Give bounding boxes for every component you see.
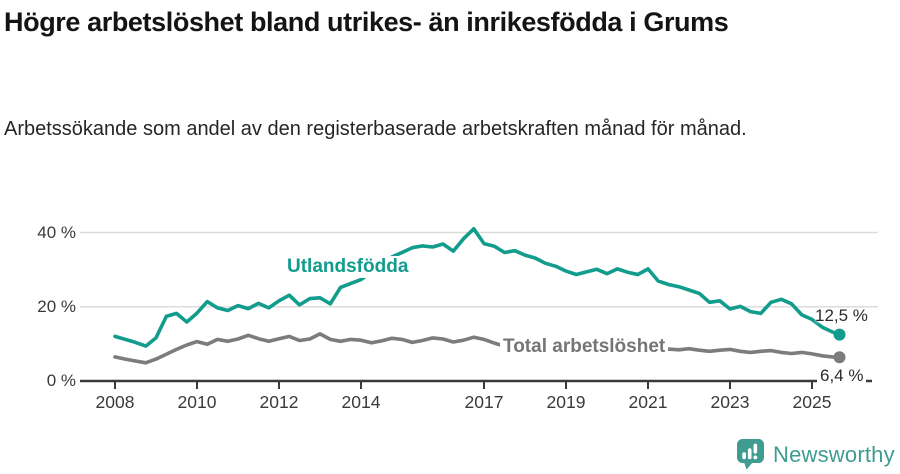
series-label-total-arbetsloshet: Total arbetslöshet	[500, 336, 669, 358]
chart-title: Högre arbetslöshet bland utrikes- än inr…	[4, 7, 729, 37]
newsworthy-logo: Newsworthy	[736, 438, 895, 471]
x-axis-label: 2025	[792, 392, 832, 412]
y-axis-label: 0 %	[46, 371, 76, 390]
x-axis-label: 2023	[710, 392, 750, 412]
newsworthy-bar-chart-bubble-icon	[737, 439, 764, 470]
x-axis-label: 2014	[341, 392, 381, 412]
x-axis-label: 2012	[259, 392, 299, 412]
x-axis-label: 2021	[628, 392, 668, 412]
series-label-utlandsfodda: Utlandsfödda	[284, 256, 412, 278]
x-axis-label: 2017	[464, 392, 504, 412]
end-value-total-arbetsloshet: 6,4 %	[817, 366, 867, 386]
x-axis-label: 2019	[546, 392, 586, 412]
y-axis-label: 40 %	[37, 222, 76, 242]
y-axis-label: 20 %	[37, 296, 76, 316]
x-axis-label: 2010	[177, 392, 217, 412]
end-value-utlandsfodda: 12,5 %	[815, 306, 868, 325]
chart-subtitle: Arbetssökande som andel av den registerb…	[4, 118, 747, 140]
x-axis-label: 2008	[95, 392, 135, 412]
newsworthy-wordmark: Newsworthy	[773, 441, 895, 467]
